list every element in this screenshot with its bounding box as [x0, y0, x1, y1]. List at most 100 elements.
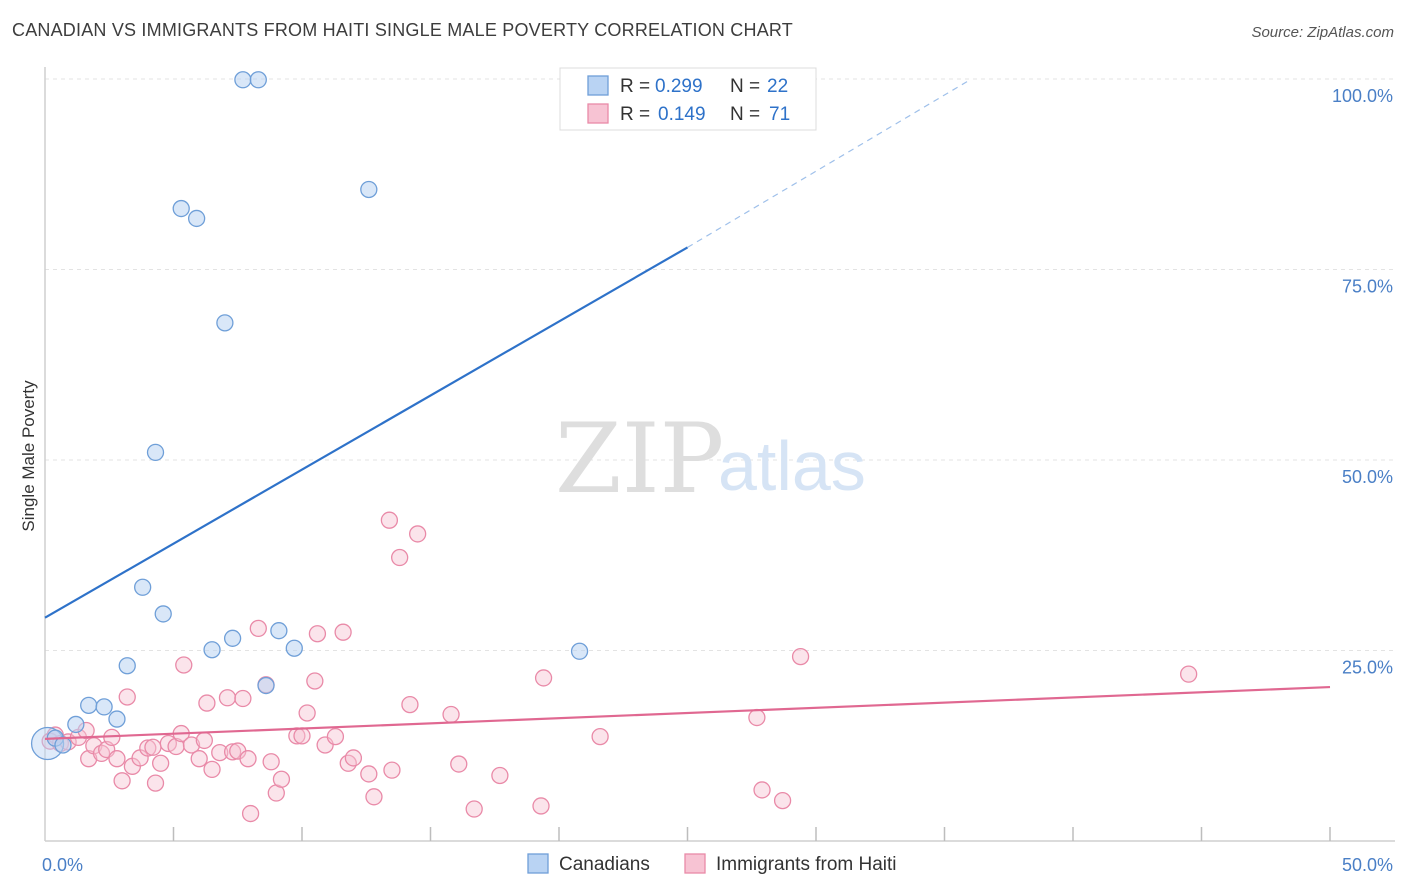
haiti-point [151, 754, 170, 772]
haiti-point [113, 772, 131, 790]
haiti-point [262, 753, 280, 771]
haiti-point [118, 688, 136, 706]
haiti-point [326, 727, 345, 746]
legend-n-label-canadians: N = [730, 76, 760, 97]
haiti-point [748, 708, 766, 727]
haiti-point [211, 743, 229, 762]
legend-correlation: R = 0.299 N = 22 R = 0.149 N = 71 [559, 67, 817, 131]
haiti-point [223, 743, 242, 761]
legend-r-value-haiti: 0.149 [658, 104, 706, 125]
haiti-point [144, 738, 162, 756]
canadian-point [223, 629, 242, 647]
legend-bottom-swatch-canadians [527, 853, 549, 874]
watermark-zip: ZIP [555, 403, 724, 515]
haiti-point [195, 731, 213, 750]
haiti-point [365, 788, 383, 806]
haiti-point [450, 755, 468, 773]
legend-bottom-swatch-haiti [684, 853, 706, 874]
legend-swatch-canadians [587, 75, 609, 96]
legend-swatch-haiti [587, 103, 609, 124]
haiti-point [190, 750, 208, 768]
x-tick-label-max: 50.0% [1342, 855, 1393, 875]
haiti-point [203, 760, 221, 779]
axis-layer: 0.0% 50.0% [42, 67, 1395, 875]
canadian-point [257, 676, 275, 695]
haiti-point [401, 695, 419, 714]
haiti-point [773, 791, 792, 810]
legend-bottom-label-canadians: Canadians [559, 854, 650, 875]
canadians-trend-line [44, 246, 689, 619]
haiti-point [380, 511, 399, 529]
legend-bottom-label-haiti: Immigrants from Haiti [716, 854, 897, 875]
legend-series: Canadians Immigrants from Haiti [527, 853, 897, 875]
y-tick-label: 50.0% [1342, 467, 1393, 487]
haiti-point [175, 656, 193, 674]
canadian-point [134, 578, 152, 596]
canadian-point [216, 314, 234, 332]
canadian-point [203, 641, 221, 659]
canadian-point [118, 657, 136, 675]
haiti-point [408, 525, 427, 543]
x-tick-label-min: 0.0% [42, 855, 83, 875]
haiti-point [182, 736, 201, 754]
watermark: ZIP atlas [555, 403, 866, 515]
y-tick-label: 25.0% [1342, 658, 1393, 678]
haiti-point [1180, 665, 1198, 683]
y-axis-title: Single Male Poverty [19, 380, 38, 532]
canadian-point [570, 642, 589, 660]
trend-lines [44, 79, 1331, 740]
canadian-points [30, 71, 589, 761]
legend-r-value-canadians: 0.299 [655, 76, 703, 97]
chart-source: Source: ZipAtlas.com [1251, 24, 1394, 41]
haiti-point [383, 761, 401, 779]
haiti-point [334, 623, 352, 641]
chart-title: CANADIAN VS IMMIGRANTS FROM HAITI SINGLE… [12, 20, 793, 40]
haiti-point [491, 766, 509, 785]
haiti-point [753, 781, 771, 799]
haiti-point [306, 672, 324, 690]
canadian-point [54, 736, 72, 754]
canadian-point [270, 622, 288, 640]
haiti-point [239, 750, 257, 768]
haiti-point [532, 797, 550, 815]
haiti-point [108, 750, 126, 768]
haiti-point [80, 750, 98, 768]
haiti-point [360, 765, 378, 783]
legend-n-value-canadians: 22 [767, 76, 788, 97]
legend-r-label-canadians: R = [620, 76, 650, 97]
haiti-point [139, 739, 157, 757]
haiti-point [465, 800, 483, 818]
canadian-point [67, 715, 85, 734]
haiti-point [146, 774, 165, 792]
haiti-point [293, 727, 311, 745]
haiti-point [234, 689, 252, 708]
canadian-point [172, 199, 190, 218]
canadian-point [95, 698, 113, 716]
grid-layer: 25.0% 50.0% 75.0% 100.0% [45, 78, 1395, 678]
haiti-point [198, 694, 216, 712]
canadian-point [360, 180, 378, 199]
haiti-point [442, 705, 460, 724]
watermark-atlas: atlas [718, 427, 866, 505]
haiti-point [344, 749, 363, 767]
canadian-point [285, 639, 303, 657]
y-tick-label: 100.0% [1332, 86, 1393, 106]
haiti-point [791, 647, 810, 666]
canadian-point [234, 71, 252, 89]
legend-r-label-haiti: R = [620, 104, 650, 125]
canadian-point [154, 605, 172, 623]
canadian-point [80, 696, 98, 715]
haiti-point [218, 689, 237, 707]
legend-n-label-haiti: N = [730, 104, 760, 125]
haiti-trend-line [44, 685, 1331, 740]
haiti-point [591, 727, 609, 746]
haiti-points [41, 511, 1198, 823]
haiti-point [241, 804, 260, 823]
canadian-point [187, 209, 206, 228]
haiti-point [249, 619, 267, 638]
canadian-point [249, 71, 267, 89]
haiti-point [308, 625, 327, 643]
haiti-point [391, 548, 409, 567]
haiti-point [534, 669, 553, 687]
